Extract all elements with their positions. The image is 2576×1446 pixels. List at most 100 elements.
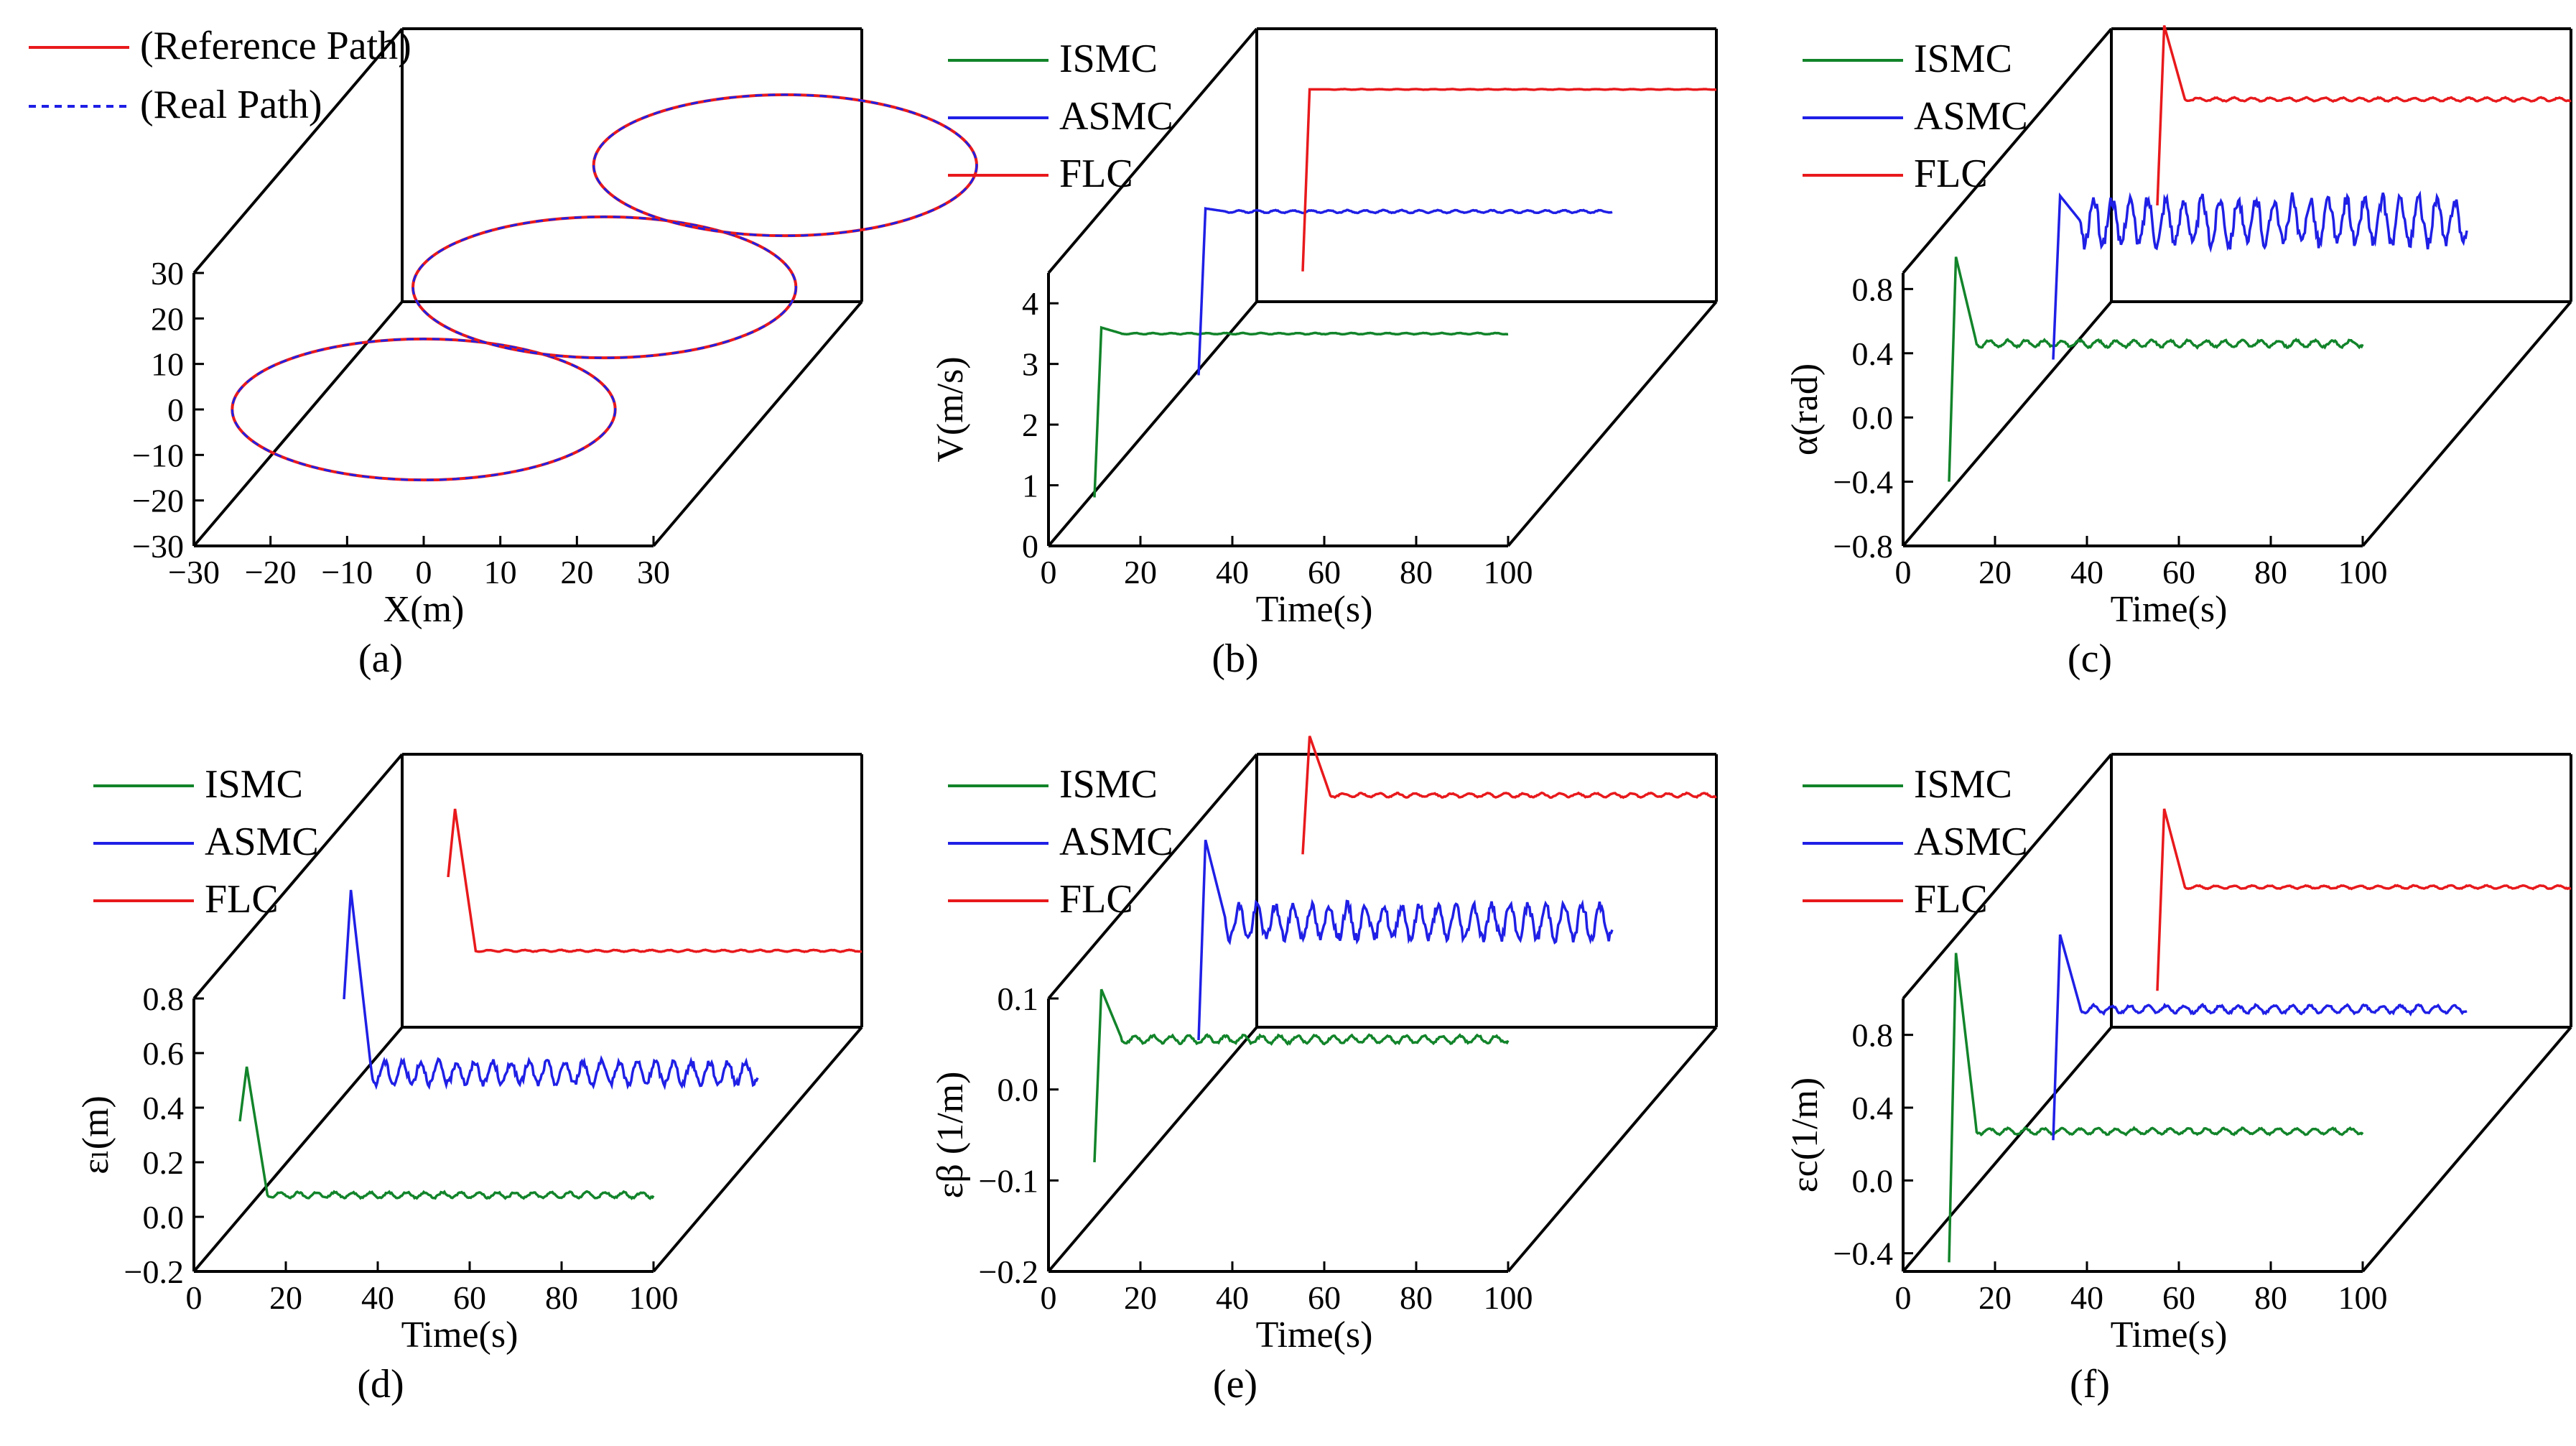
x-tick-label: 80 <box>1400 1279 1433 1316</box>
series-line-ismc <box>1948 256 2364 482</box>
axis-box-edge <box>2361 1026 2572 1273</box>
x-tick-label: 0 <box>1895 1279 1912 1316</box>
legend-entry: FLC <box>205 877 279 922</box>
x-tick-label: 80 <box>545 1279 578 1316</box>
legend-entry: ISMC <box>1914 762 2012 807</box>
x-tick-label: 0 <box>416 554 432 590</box>
y-tick-label: 3 <box>1022 346 1038 383</box>
y-axis-label: εβ (1/m) <box>930 1072 971 1199</box>
series-line-ismc <box>1093 988 1510 1163</box>
legend-entry: (Reference Path) <box>140 24 411 68</box>
axis-box-edge <box>1507 300 1718 547</box>
panel-caption: (a) <box>358 636 403 681</box>
x-tick-label: 40 <box>2070 1279 2103 1316</box>
z-tick-label: −20 <box>132 483 184 519</box>
x-tick-label: 0 <box>186 1279 203 1316</box>
legend-entry: ISMC <box>1059 37 1158 81</box>
chart-panel-c: 0 20 40 60 80 100 −0.8 −0.4 0.0 0.4 0.8 Time(s) α(ra… <box>1785 25 2572 681</box>
legend-entry: ASMC <box>1914 94 2028 139</box>
y-tick-label: 0.0 <box>143 1199 185 1236</box>
axis-box-edge <box>652 300 863 547</box>
axis-box-edge <box>1047 1026 1258 1273</box>
z-tick-label: −30 <box>132 528 184 565</box>
series-line-ismc <box>238 1066 655 1200</box>
panel-caption: (d) <box>357 1362 404 1406</box>
legend-entry: ASMC <box>1059 94 1173 139</box>
legend-entry: ASMC <box>205 820 319 864</box>
chart-panel-f: 0 20 40 60 80 100 −0.4 0.0 0.4 0.8 Time(s) εc(1/m) I… <box>1785 753 2572 1406</box>
x-tick-label: 80 <box>2254 1279 2287 1316</box>
x-tick-label: −20 <box>245 554 297 590</box>
x-tick-label: 100 <box>2338 554 2388 590</box>
axis-box-edge <box>1507 1026 1718 1273</box>
x-tick-label: 10 <box>484 554 517 590</box>
y-tick-label: −0.2 <box>124 1253 184 1290</box>
panel-caption: (e) <box>1213 1362 1257 1406</box>
y-tick-label: 0.8 <box>1852 1017 1894 1054</box>
axis-box-edge <box>1047 27 1258 274</box>
y-axis-label: εc(1/m) <box>1785 1077 1826 1192</box>
y-tick-label: 1 <box>1022 468 1038 504</box>
axis-box-edge <box>1047 300 1258 547</box>
y-tick-label: 4 <box>1022 285 1038 322</box>
series-line-flc <box>1301 736 1717 855</box>
x-tick-label: 100 <box>1484 554 1533 590</box>
series-line-ismc <box>1948 953 2364 1263</box>
series-line-flc <box>1301 88 1717 272</box>
x-axis-label: Time(s) <box>1256 589 1373 630</box>
z-tick-label: 0 <box>167 391 184 428</box>
x-tick-label: 60 <box>453 1279 486 1316</box>
x-tick-label: 60 <box>1308 1279 1341 1316</box>
x-tick-label: 60 <box>2162 554 2195 590</box>
x-axis-label: Time(s) <box>1256 1315 1373 1355</box>
axis-box-edge <box>192 753 404 1000</box>
panel-caption: (f) <box>2070 1362 2110 1406</box>
axis-box-edge <box>192 300 404 547</box>
x-tick-label: 20 <box>1979 554 2012 590</box>
legend-entry: FLC <box>1059 877 1133 922</box>
real-path-circle <box>411 215 797 359</box>
y-tick-label: 0.8 <box>1852 271 1894 307</box>
series-line-asmc <box>1197 839 1614 1041</box>
legend-entry: ISMC <box>1059 762 1158 807</box>
legend-entry: ASMC <box>1914 820 2028 864</box>
panel-caption: (b) <box>1212 636 1258 681</box>
series-line-ismc <box>1093 325 1509 498</box>
series-line-asmc <box>2052 190 2468 360</box>
axis-box-edge <box>2361 300 2572 547</box>
real-path-circle <box>592 93 978 237</box>
y-tick-label: 0.6 <box>143 1035 185 1072</box>
x-tick-label: 80 <box>1400 554 1433 590</box>
chart-panel-e: 0 20 40 60 80 100 −0.2 −0.1 0.0 0.1 Time(s) εβ (1/m… <box>930 736 1718 1406</box>
y-tick-label: −0.2 <box>979 1253 1038 1290</box>
y-axis-label: V(m/s) <box>930 356 971 462</box>
z-tick-label: 10 <box>151 346 184 383</box>
axis-box-edge <box>652 1026 863 1273</box>
x-tick-label: 20 <box>1979 1279 2012 1316</box>
axis-box-edge <box>1902 1026 2113 1273</box>
x-tick-label: 30 <box>637 554 670 590</box>
y-tick-label: 0 <box>1022 528 1038 565</box>
y-tick-label: 0.4 <box>1852 335 1894 372</box>
y-tick-label: 0.0 <box>1852 399 1894 436</box>
y-tick-label: 0.4 <box>1852 1090 1894 1126</box>
x-tick-label: 40 <box>2070 554 2103 590</box>
legend-entry: FLC <box>1914 152 1988 196</box>
legend-entry: (Real Path) <box>140 83 322 127</box>
x-tick-label: 100 <box>1484 1279 1533 1316</box>
series-line-flc <box>2156 25 2572 205</box>
x-tick-label: −30 <box>168 554 220 590</box>
y-axis-label: α(rad) <box>1785 363 1826 455</box>
axis-box-edge <box>192 27 404 274</box>
x-tick-label: 20 <box>1124 554 1157 590</box>
x-axis-label: Time(s) <box>401 1315 519 1355</box>
x-axis-label: Time(s) <box>2111 589 2228 630</box>
x-tick-label: 20 <box>1124 1279 1157 1316</box>
chart-panel-b: 0 20 40 60 80 100 0 1 2 3 4 Time(s) V(m/s) ISMC ASMC FL… <box>930 27 1718 681</box>
series-line-asmc <box>343 889 759 1090</box>
series-line-asmc <box>2052 934 2468 1141</box>
y-tick-label: 0.8 <box>143 981 185 1017</box>
legend-entry: ISMC <box>205 762 303 807</box>
legend-entry: FLC <box>1059 152 1133 196</box>
